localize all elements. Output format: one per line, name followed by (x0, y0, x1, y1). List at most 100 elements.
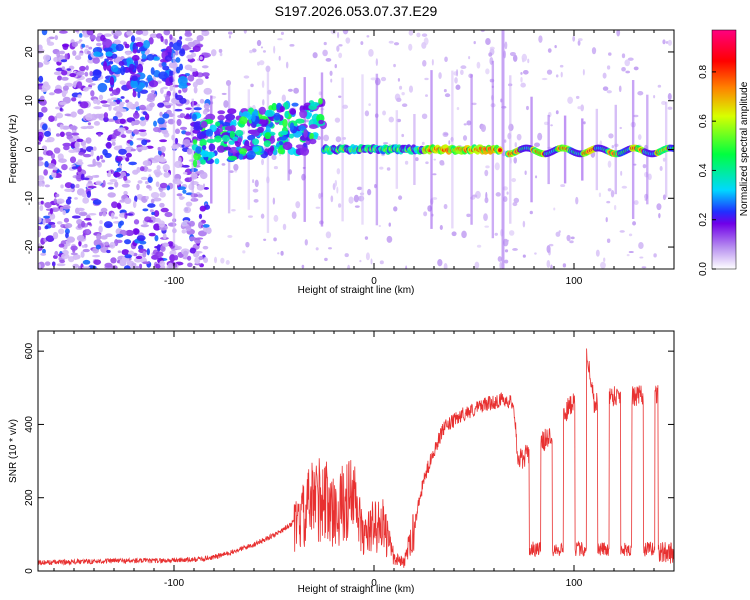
noise-blob (111, 141, 116, 146)
noise-blob (136, 49, 141, 54)
haze-blob (328, 247, 332, 250)
noise-blob (76, 81, 83, 89)
noise-blob (179, 196, 184, 201)
noise-blob (139, 116, 146, 121)
noise-blob (174, 245, 182, 250)
haze-blob (375, 58, 379, 66)
haze-blob (569, 240, 574, 244)
noise-blob (139, 263, 143, 269)
noise-blob (162, 242, 170, 247)
haze-blob (242, 250, 246, 254)
haze-blob (653, 94, 656, 99)
noise-blob (81, 43, 86, 48)
haze-blob (393, 42, 400, 46)
noise-blob (183, 219, 189, 223)
haze-blob (425, 161, 429, 165)
haze-blob (547, 48, 552, 53)
spectrogram-y-tick-label: 20 (24, 46, 35, 58)
haze-blob (608, 52, 612, 56)
haze-blob (535, 175, 538, 179)
noise-blob (69, 72, 77, 78)
noise-blob (79, 33, 83, 38)
noise-blob (163, 30, 171, 36)
haze-blob (526, 105, 529, 111)
noise-blob (85, 137, 92, 144)
noise-blob (38, 180, 43, 187)
noise-blob (188, 220, 195, 227)
transition-blob (222, 121, 231, 127)
noise-blob (79, 101, 89, 109)
noise-blob (113, 39, 121, 45)
haze-blob (397, 77, 401, 82)
noise-blob (89, 34, 96, 41)
transition-blob (295, 144, 304, 149)
noise-blob (55, 193, 60, 198)
noise-blob (142, 208, 149, 212)
haze-blob (466, 120, 472, 126)
haze-blob (451, 231, 457, 237)
noise-blob (40, 200, 44, 205)
noise-blob (113, 171, 121, 178)
noise-blob (147, 203, 156, 208)
haze-blob (273, 237, 277, 242)
haze-blob (443, 133, 449, 136)
haze-blob (577, 40, 581, 46)
noise-blob (85, 44, 89, 48)
noise-blob (49, 207, 53, 215)
haze-blob (263, 238, 267, 242)
noise-blob (193, 86, 198, 94)
haze-blob (476, 61, 481, 69)
noise-blob (140, 224, 149, 228)
noise-blob (159, 111, 163, 117)
colorbar-tick-label: 0.0 (698, 262, 709, 276)
noise-blob (161, 129, 169, 135)
noise-blob (179, 36, 183, 40)
noise-blob (123, 175, 128, 181)
haze-blob (466, 213, 471, 218)
noise-blob (132, 228, 140, 235)
noise-blob (104, 152, 112, 159)
noise-blob (195, 237, 204, 240)
noise-blob (167, 262, 174, 269)
snr-x-ticks: -100 0 100 (53, 331, 675, 589)
noise-blob (174, 92, 178, 99)
noise-blob (131, 262, 137, 267)
transition-blob (200, 120, 208, 129)
noise-blob (153, 210, 160, 217)
noise-blob (55, 112, 64, 119)
noise-blob (105, 141, 112, 149)
snr-y-tick-label: 0 (24, 568, 35, 574)
noise-blob (120, 134, 127, 139)
haze-blob (639, 256, 644, 259)
noise-blob (181, 229, 187, 234)
transition-blob (258, 106, 267, 115)
noise-blob (151, 90, 156, 93)
transition-blob (235, 129, 244, 137)
noise-blob (132, 129, 139, 135)
noise-blob (189, 50, 195, 53)
noise-blob (81, 193, 88, 198)
noise-blob (174, 108, 183, 112)
noise-blob (179, 126, 188, 131)
noise-blob (205, 75, 209, 79)
noise-blob (61, 125, 70, 130)
noise-blob (82, 153, 92, 158)
noise-blob (38, 216, 42, 224)
noise-blob (159, 260, 166, 267)
noise-blob (83, 217, 92, 221)
haze-blob (421, 113, 428, 120)
haze-blob (619, 126, 622, 130)
spectrogram-x-tick-label: 0 (371, 276, 377, 287)
noise-blob (149, 209, 154, 213)
haze-blob (287, 88, 293, 92)
haze-blob (277, 38, 283, 41)
cluster-blob (93, 51, 101, 57)
noise-blob (102, 212, 107, 217)
cluster-blob (150, 67, 155, 75)
noise-blob (93, 259, 102, 265)
haze-blob (277, 252, 280, 255)
noise-blob (165, 95, 171, 103)
haze-blob (256, 39, 262, 47)
noise-blob (110, 257, 117, 264)
haze-blob (282, 223, 287, 231)
